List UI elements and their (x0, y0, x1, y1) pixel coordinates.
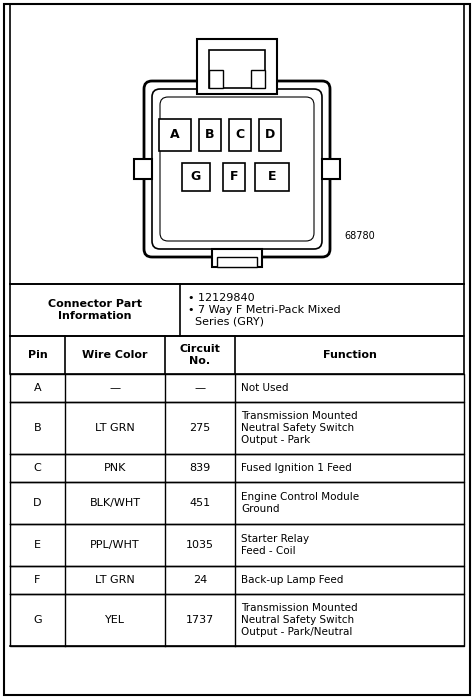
Text: 275: 275 (190, 423, 210, 433)
FancyBboxPatch shape (160, 97, 314, 241)
Text: Not Used: Not Used (241, 383, 289, 393)
Text: D: D (265, 129, 275, 141)
Text: BLK/WHT: BLK/WHT (90, 498, 140, 508)
Text: C: C (236, 129, 245, 141)
Text: G: G (33, 615, 42, 625)
Bar (217, 257, 257, 267)
Bar (199, 119, 221, 151)
Text: Back-up Lamp Feed: Back-up Lamp Feed (241, 575, 343, 585)
Bar (223, 163, 245, 191)
Text: Transmission Mounted
Neutral Safety Switch
Output - Park: Transmission Mounted Neutral Safety Swit… (241, 412, 357, 445)
Bar (322, 159, 340, 179)
Bar (209, 50, 265, 88)
Bar (134, 159, 152, 179)
Text: —: — (109, 383, 120, 393)
Text: Engine Control Module
Ground: Engine Control Module Ground (241, 492, 359, 514)
Text: Pin: Pin (27, 350, 47, 360)
Text: 839: 839 (190, 463, 210, 473)
Text: Connector Part
Information: Connector Part Information (48, 299, 142, 321)
Text: B: B (205, 129, 215, 141)
Text: D: D (33, 498, 42, 508)
Bar (197, 39, 277, 94)
Text: Wire Color: Wire Color (82, 350, 148, 360)
Text: 68780: 68780 (344, 231, 375, 241)
Text: E: E (268, 171, 276, 184)
Text: F: F (34, 575, 41, 585)
Text: Circuit
No.: Circuit No. (180, 344, 220, 366)
Text: B: B (34, 423, 41, 433)
Text: Starter Relay
Feed - Coil: Starter Relay Feed - Coil (241, 534, 309, 556)
Bar (255, 163, 289, 191)
Text: 24: 24 (193, 575, 207, 585)
Text: E: E (34, 540, 41, 550)
Text: PNK: PNK (104, 463, 126, 473)
Text: Transmission Mounted
Neutral Safety Switch
Output - Park/Neutral: Transmission Mounted Neutral Safety Swit… (241, 603, 357, 637)
Text: —: — (194, 383, 206, 393)
Text: PPL/WHT: PPL/WHT (90, 540, 140, 550)
Text: Fused Ignition 1 Feed: Fused Ignition 1 Feed (241, 463, 352, 473)
Text: A: A (170, 129, 180, 141)
Bar (251, 70, 265, 88)
Text: YEL: YEL (105, 615, 125, 625)
Bar (159, 119, 191, 151)
Text: F: F (230, 171, 238, 184)
Text: 1035: 1035 (186, 540, 214, 550)
Text: A: A (34, 383, 41, 393)
Text: LT GRN: LT GRN (95, 575, 135, 585)
FancyBboxPatch shape (144, 81, 330, 257)
Bar (212, 249, 262, 267)
Bar (259, 119, 281, 151)
Bar (229, 119, 251, 151)
Text: G: G (191, 171, 201, 184)
Text: 1737: 1737 (186, 615, 214, 625)
Text: • 12129840
• 7 Way F Metri-Pack Mixed
  Series (GRY): • 12129840 • 7 Way F Metri-Pack Mixed Se… (188, 294, 341, 326)
Bar (182, 163, 210, 191)
Text: C: C (34, 463, 41, 473)
Text: LT GRN: LT GRN (95, 423, 135, 433)
FancyBboxPatch shape (152, 89, 322, 249)
Text: 451: 451 (190, 498, 210, 508)
Text: Function: Function (323, 350, 376, 360)
Bar (209, 70, 223, 88)
